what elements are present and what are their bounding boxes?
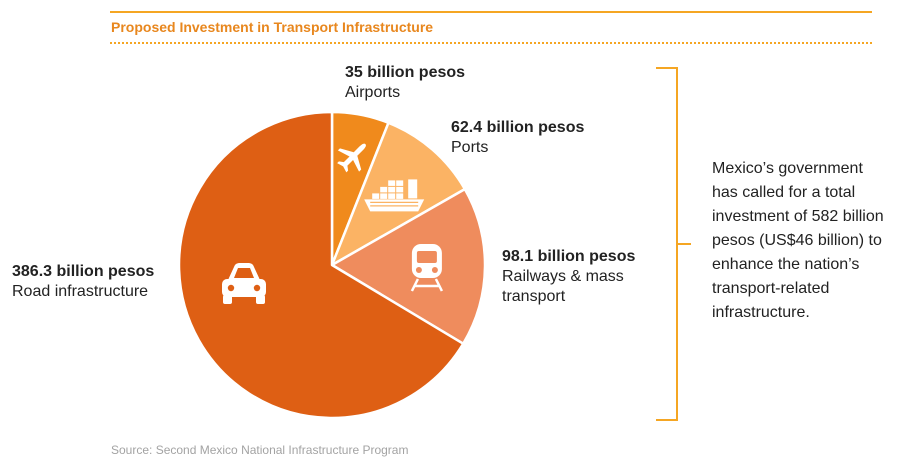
pie-slice-railways-mass-transport (330, 187, 487, 345)
label-railways-value: 98.1 billion pesos (502, 248, 636, 265)
source-note: Source: Second Mexico National Infrastru… (111, 443, 409, 457)
label-railways: 98.1 billion pesos Railways & mass trans… (502, 247, 635, 307)
airplane-icon (337, 143, 366, 173)
top-rule (110, 11, 872, 13)
label-ports-category: Ports (451, 139, 489, 156)
summary-note: Mexico’s government has called for a tot… (712, 160, 884, 321)
car-icon (222, 263, 266, 304)
label-railways-category-line1: Railways & mass (502, 268, 624, 285)
label-road-value: 386.3 billion pesos (12, 263, 155, 280)
pie-slice-road-infrastructure (177, 110, 465, 420)
chart-title: Proposed Investment in Transport Infrast… (111, 19, 434, 35)
label-ports-value: 62.4 billion pesos (451, 119, 585, 136)
label-road: 386.3 billion pesos Road infrastructure (12, 262, 154, 302)
ship-icon (364, 179, 425, 212)
title-dotted-rule (110, 42, 872, 44)
label-ports: 62.4 billion pesos Ports (451, 118, 584, 158)
label-airports: 35 billion pesos Airports (345, 63, 465, 103)
summary-bracket-tick (677, 243, 691, 245)
label-railways-category-line2: transport (502, 288, 566, 305)
label-airports-value: 35 billion pesos (345, 64, 466, 81)
label-airports-category: Airports (345, 84, 401, 101)
label-road-category: Road infrastructure (12, 283, 149, 300)
train-icon (410, 244, 444, 292)
summary-bracket (656, 67, 678, 421)
